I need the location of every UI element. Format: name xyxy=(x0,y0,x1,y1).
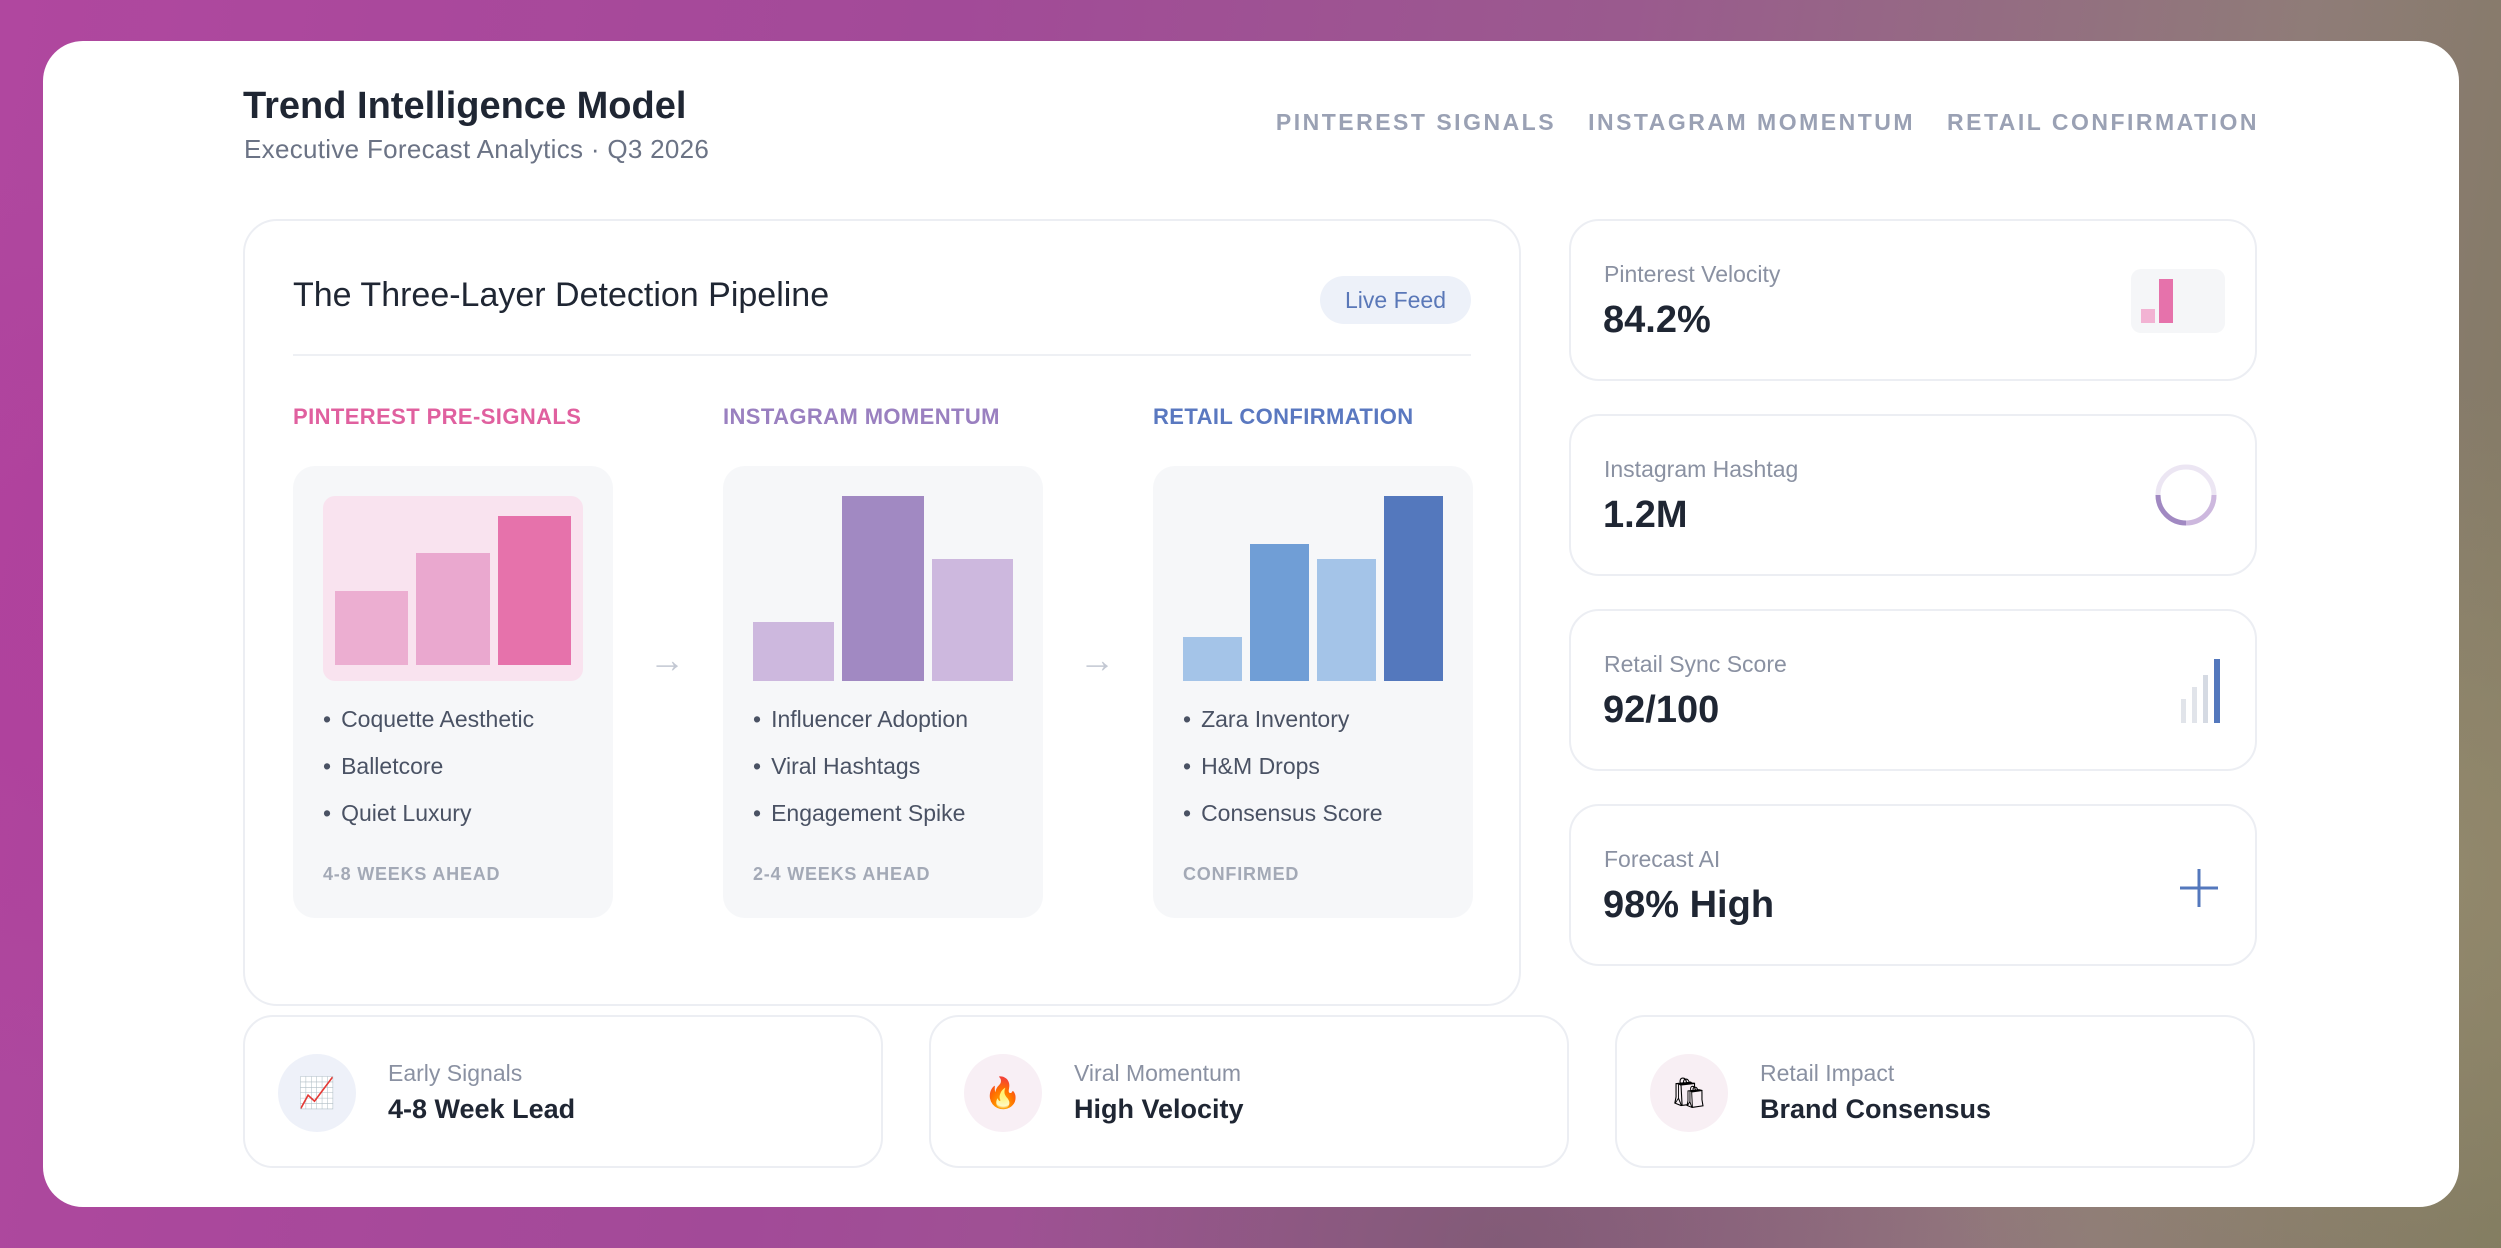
summary-value: Brand Consensus xyxy=(1760,1094,1992,1124)
list-item: Coquette Aesthetic xyxy=(323,706,534,753)
stat-label: Pinterest Velocity xyxy=(1604,261,1781,287)
summary-card-early-signals[interactable]: 📈 Early Signals 4-8 Week Lead xyxy=(243,1015,883,1168)
stat-card-retail-sync[interactable]: Retail Sync Score 92/100 xyxy=(1569,609,2257,771)
stat-value: 98% High xyxy=(1603,884,1775,926)
pipeline-panel: The Three-Layer Detection Pipeline Live … xyxy=(243,219,1521,1006)
bar-chart-instagram xyxy=(753,496,1013,681)
column-footer: 4-8 WEEKS AHEAD xyxy=(323,864,501,884)
chart-bar xyxy=(1384,496,1443,681)
chart-bar xyxy=(1250,544,1309,681)
column-list: Influencer Adoption Viral Hashtags Engag… xyxy=(753,706,968,847)
list-item: Zara Inventory xyxy=(1183,706,1383,753)
column-footer: CONFIRMED xyxy=(1183,864,1300,884)
stat-value: 1.2M xyxy=(1603,494,1688,536)
stat-card-instagram-hashtag[interactable]: Instagram Hashtag 1.2M xyxy=(1569,414,2257,576)
bar-chart-pinterest xyxy=(323,496,583,681)
arrow-right-icon: → xyxy=(1079,639,1115,680)
chart-bar xyxy=(753,621,835,681)
summary-value: 4-8 Week Lead xyxy=(388,1094,576,1124)
stat-label: Retail Sync Score xyxy=(1604,651,1787,677)
stat-card-pinterest-velocity[interactable]: Pinterest Velocity 84.2% xyxy=(1569,219,2257,381)
stat-value: 92/100 xyxy=(1603,689,1720,731)
top-nav: PINTEREST SIGNALS INSTAGRAM MOMENTUM RET… xyxy=(1276,109,2259,136)
chart-bar xyxy=(497,516,571,665)
column-label-retail: RETAIL CONFIRMATION xyxy=(1153,404,1414,429)
chart-trend-icon: 📈 xyxy=(278,1054,356,1132)
chart-bar xyxy=(1183,636,1242,681)
summary-label: Viral Momentum xyxy=(1074,1060,1242,1086)
chart-bar xyxy=(416,553,490,665)
column-footer: 2-4 WEEKS AHEAD xyxy=(753,864,931,884)
ring-progress-icon xyxy=(2155,464,2217,526)
stat-card-forecast-ai[interactable]: Forecast AI 98% High xyxy=(1569,804,2257,966)
pipeline-title: The Three-Layer Detection Pipeline xyxy=(293,276,830,314)
summary-card-retail-impact[interactable]: 🛍 Retail Impact Brand Consensus xyxy=(1615,1015,2255,1168)
divider xyxy=(293,354,1471,356)
nav-instagram-momentum[interactable]: INSTAGRAM MOMENTUM xyxy=(1588,109,1916,135)
live-feed-badge[interactable]: Live Feed xyxy=(1319,276,1471,324)
chart-bar xyxy=(335,590,409,665)
list-item: Influencer Adoption xyxy=(753,706,968,753)
list-item: Engagement Spike xyxy=(753,800,968,847)
mini-bar-icon xyxy=(2131,269,2225,333)
stat-label: Forecast AI xyxy=(1604,846,1721,872)
column-list: Zara Inventory H&M Drops Consensus Score xyxy=(1183,706,1383,847)
column-label-instagram: INSTAGRAM MOMENTUM xyxy=(723,404,1000,429)
list-item: Balletcore xyxy=(323,753,534,800)
nav-pinterest-signals[interactable]: PINTEREST SIGNALS xyxy=(1275,109,1557,135)
list-item: H&M Drops xyxy=(1183,753,1383,800)
pipeline-column-instagram: Influencer Adoption Viral Hashtags Engag… xyxy=(723,466,1043,918)
summary-card-viral-momentum[interactable]: 🔥 Viral Momentum High Velocity xyxy=(929,1015,1569,1168)
bar-chart-retail xyxy=(1183,496,1443,681)
chart-bar xyxy=(931,558,1013,681)
list-item: Viral Hashtags xyxy=(753,753,968,800)
nav-retail-confirmation[interactable]: RETAIL CONFIRMATION xyxy=(1947,109,2259,135)
pipeline-column-retail: Zara Inventory H&M Drops Consensus Score… xyxy=(1153,466,1473,918)
list-item: Consensus Score xyxy=(1183,800,1383,847)
plus-icon xyxy=(2180,869,2218,907)
column-label-pinterest: PINTEREST PRE-SIGNALS xyxy=(293,404,582,429)
summary-value: High Velocity xyxy=(1074,1094,1244,1124)
stat-label: Instagram Hashtag xyxy=(1604,456,1799,482)
fire-icon: 🔥 xyxy=(964,1054,1042,1132)
dashboard-card: Trend Intelligence Model Executive Forec… xyxy=(43,41,2459,1207)
summary-label: Early Signals xyxy=(388,1060,523,1086)
stat-value: 84.2% xyxy=(1603,299,1711,341)
page-title: Trend Intelligence Model xyxy=(243,85,687,127)
signal-bars-icon xyxy=(2181,659,2221,723)
page-subtitle: Executive Forecast Analytics · Q3 2026 xyxy=(244,134,710,164)
summary-label: Retail Impact xyxy=(1760,1060,1895,1086)
chart-bar xyxy=(842,496,924,681)
arrow-right-icon: → xyxy=(649,639,685,680)
column-list: Coquette Aesthetic Balletcore Quiet Luxu… xyxy=(323,706,534,847)
chart-bar xyxy=(1317,558,1376,681)
pipeline-column-pinterest: Coquette Aesthetic Balletcore Quiet Luxu… xyxy=(293,466,613,918)
shopping-bag-icon: 🛍 xyxy=(1650,1054,1728,1132)
list-item: Quiet Luxury xyxy=(323,800,534,847)
